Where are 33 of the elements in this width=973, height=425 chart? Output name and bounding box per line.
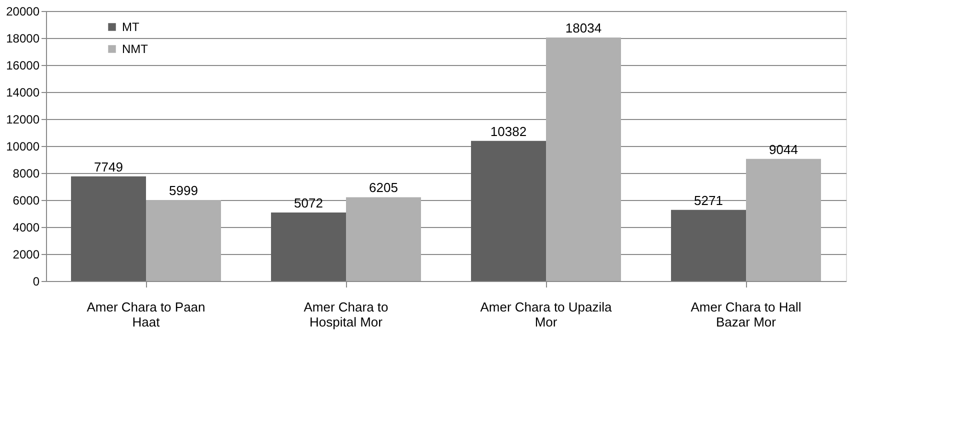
y-tick-label: 16000 (6, 58, 40, 72)
x-tick-label: Amer Chara to Hospital Mor (304, 300, 388, 330)
data-label: 9044 (769, 142, 798, 157)
bar (671, 210, 746, 281)
y-tick-label: 10000 (6, 140, 40, 154)
y-tick-label: 18000 (6, 32, 40, 46)
data-label: 10382 (490, 124, 527, 139)
x-tick-label: Amer Chara to Hall Bazar Mor (690, 300, 802, 330)
data-label: 6205 (369, 180, 398, 196)
bar (471, 140, 546, 281)
y-tick-label: 12000 (6, 112, 40, 126)
bar (71, 176, 146, 281)
legend-label: MT (122, 20, 140, 34)
bar (346, 197, 421, 281)
data-label: 7749 (94, 159, 123, 174)
bar (146, 200, 221, 281)
x-tick-label: Amer Chara to Paan Haat (86, 300, 206, 330)
data-label: 5072 (294, 196, 323, 211)
data-label: 5271 (694, 192, 723, 208)
y-tick-label: 4000 (12, 220, 40, 234)
data-label: 18034 (565, 20, 602, 36)
y-tick-label: 14000 (6, 86, 40, 100)
y-tick-label: 20000 (6, 4, 40, 18)
x-tick-label: Amer Chara to Upazila Mor (480, 300, 613, 330)
data-label: 5999 (169, 183, 198, 198)
bar (746, 158, 821, 281)
y-tick-label: 0 (32, 274, 40, 288)
legend-label: NMT (122, 42, 149, 56)
y-tick-label: 6000 (12, 194, 40, 208)
bar (271, 212, 346, 281)
y-tick-label: 2000 (12, 248, 40, 262)
bar (546, 38, 621, 281)
y-tick-label: 8000 (12, 166, 40, 180)
